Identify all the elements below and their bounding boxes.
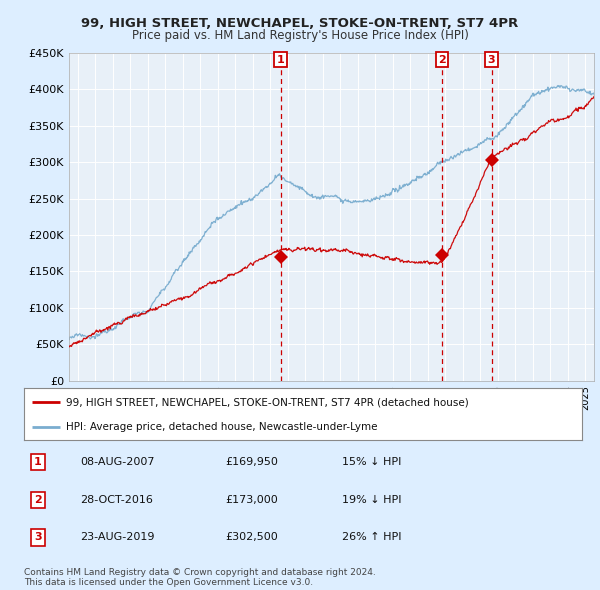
Text: 3: 3 xyxy=(488,54,496,64)
Text: 23-AUG-2019: 23-AUG-2019 xyxy=(80,533,154,542)
Text: 08-AUG-2007: 08-AUG-2007 xyxy=(80,457,154,467)
Text: 1: 1 xyxy=(34,457,42,467)
Text: 19% ↓ HPI: 19% ↓ HPI xyxy=(342,495,401,504)
Text: 26% ↑ HPI: 26% ↑ HPI xyxy=(342,533,401,542)
Text: Price paid vs. HM Land Registry's House Price Index (HPI): Price paid vs. HM Land Registry's House … xyxy=(131,30,469,42)
Text: 1: 1 xyxy=(277,54,284,64)
Text: 99, HIGH STREET, NEWCHAPEL, STOKE-ON-TRENT, ST7 4PR: 99, HIGH STREET, NEWCHAPEL, STOKE-ON-TRE… xyxy=(82,17,518,30)
Text: 2: 2 xyxy=(438,54,446,64)
Text: 3: 3 xyxy=(34,533,42,542)
Text: 28-OCT-2016: 28-OCT-2016 xyxy=(80,495,152,504)
Text: This data is licensed under the Open Government Licence v3.0.: This data is licensed under the Open Gov… xyxy=(24,578,313,587)
Text: £302,500: £302,500 xyxy=(225,533,278,542)
Text: 15% ↓ HPI: 15% ↓ HPI xyxy=(342,457,401,467)
Text: HPI: Average price, detached house, Newcastle-under-Lyme: HPI: Average price, detached house, Newc… xyxy=(66,422,377,431)
Text: 99, HIGH STREET, NEWCHAPEL, STOKE-ON-TRENT, ST7 4PR (detached house): 99, HIGH STREET, NEWCHAPEL, STOKE-ON-TRE… xyxy=(66,397,469,407)
Text: £173,000: £173,000 xyxy=(225,495,278,504)
Text: £169,950: £169,950 xyxy=(225,457,278,467)
Text: Contains HM Land Registry data © Crown copyright and database right 2024.: Contains HM Land Registry data © Crown c… xyxy=(24,568,376,577)
Text: 2: 2 xyxy=(34,495,42,504)
